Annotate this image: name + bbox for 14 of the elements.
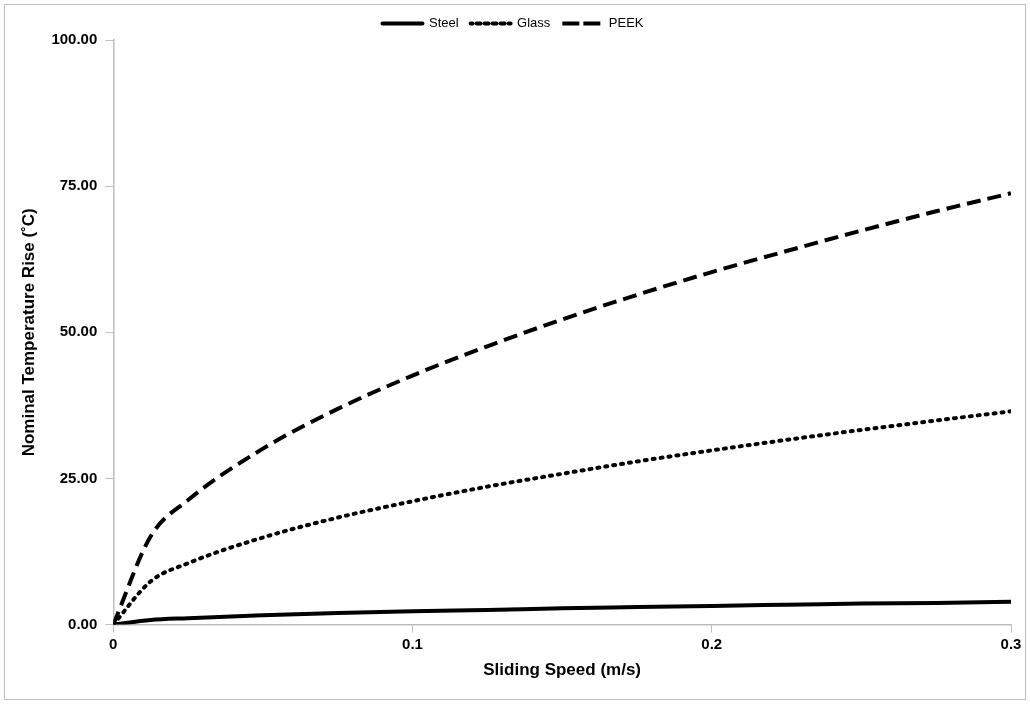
x-axis-title: Sliding Speed (m/s) — [483, 660, 642, 680]
y-tick-label: 0.00 — [68, 614, 98, 632]
y-axis-title: Nominal Temperature Rise (˚C) — [18, 208, 38, 457]
y-tick-label: 50.00 — [59, 322, 98, 340]
legend-label: PEEK — [608, 15, 644, 31]
x-tick-label: 0 — [109, 634, 118, 652]
x-tick-label: 0.1 — [402, 634, 423, 652]
x-tick-label: 0.3 — [1000, 634, 1022, 652]
y-tick-label: 75.00 — [59, 176, 98, 194]
legend-label: Steel — [428, 15, 459, 31]
y-tick-label: 100.00 — [51, 30, 98, 48]
legend-label: Glass — [517, 15, 551, 31]
y-tick-label: 25.00 — [59, 468, 98, 486]
x-tick-label: 0.2 — [701, 634, 723, 652]
